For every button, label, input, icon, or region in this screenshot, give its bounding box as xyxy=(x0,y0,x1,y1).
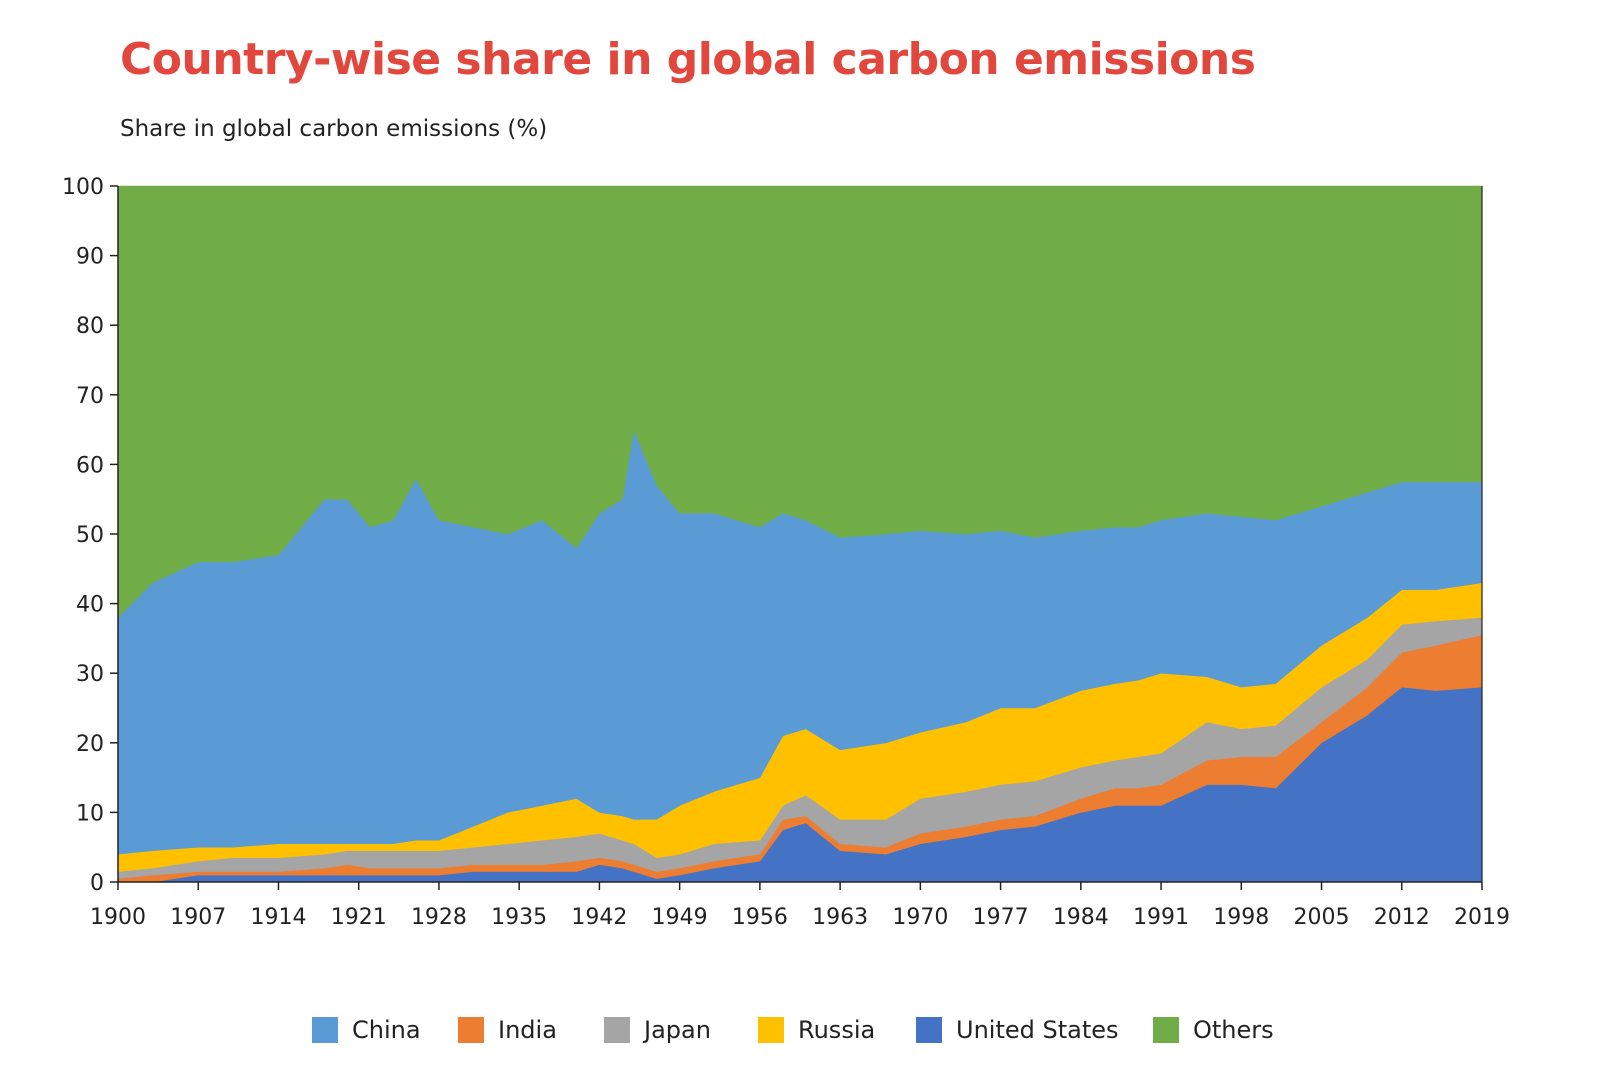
x-tick-label: 1914 xyxy=(250,905,306,930)
x-tick-label: 1956 xyxy=(732,905,788,930)
legend-label-india: India xyxy=(498,1016,557,1044)
x-tick-label: 1970 xyxy=(892,905,948,930)
x-tick-label: 1942 xyxy=(571,905,627,930)
y-tick-label: 10 xyxy=(76,801,104,826)
y-tick-label: 100 xyxy=(62,175,104,200)
y-tick-label: 70 xyxy=(76,384,104,409)
y-tick-label: 40 xyxy=(76,593,104,618)
legend-swatch-india xyxy=(458,1017,484,1043)
x-tick-label: 1900 xyxy=(90,905,146,930)
legend-swatch-china xyxy=(312,1017,338,1043)
legend-label-japan: Japan xyxy=(644,1016,711,1044)
legend-swatch-japan xyxy=(604,1017,630,1043)
x-tick-label: 2005 xyxy=(1294,905,1350,930)
x-tick-label: 2019 xyxy=(1454,905,1510,930)
legend-item-russia: Russia xyxy=(758,1008,875,1052)
legend-swatch-russia xyxy=(758,1017,784,1043)
legend-label-china: China xyxy=(352,1016,421,1044)
y-tick-label: 60 xyxy=(76,453,104,478)
legend-item-united-states: United States xyxy=(916,1008,1119,1052)
legend-swatch-united-states xyxy=(916,1017,942,1043)
legend-item-others: Others xyxy=(1153,1008,1274,1052)
y-tick-label: 20 xyxy=(76,732,104,757)
y-tick-label: 90 xyxy=(76,245,104,270)
y-tick-label: 50 xyxy=(76,523,104,548)
chart-subtitle: Share in global carbon emissions (%) xyxy=(120,116,548,142)
chart-title: Country-wise share in global carbon emis… xyxy=(120,34,1256,85)
x-tick-label: 1921 xyxy=(331,905,387,930)
x-tick-label: 1984 xyxy=(1053,905,1109,930)
legend-item-india: India xyxy=(458,1008,557,1052)
legend-label-others: Others xyxy=(1193,1016,1274,1044)
y-tick-label: 80 xyxy=(76,314,104,339)
legend-label-russia: Russia xyxy=(798,1016,876,1044)
axes: 0 10 20 30 40 50 60 70 80 90 100 1900 1907 1914 1921 19… xyxy=(62,175,1510,930)
x-tick-label: 1949 xyxy=(652,905,708,930)
x-tick-label: 2012 xyxy=(1374,905,1430,930)
legend: China India Japan Russia United States O… xyxy=(0,1008,1609,1052)
x-tick-label: 1935 xyxy=(491,905,547,930)
y-tick-label: 0 xyxy=(90,871,104,896)
legend-item-china: China xyxy=(312,1008,421,1052)
legend-swatch-others xyxy=(1153,1017,1179,1043)
y-tick-label: 30 xyxy=(76,662,104,687)
x-tick-label: 1907 xyxy=(170,905,226,930)
legend-item-japan: Japan xyxy=(604,1008,711,1052)
x-tick-label: 1977 xyxy=(973,905,1029,930)
x-tick-label: 1963 xyxy=(812,905,868,930)
legend-label-united-states: United States xyxy=(956,1016,1119,1044)
x-tick-label: 1928 xyxy=(411,905,467,930)
x-tick-label: 1991 xyxy=(1133,905,1189,930)
x-tick-label: 1998 xyxy=(1213,905,1269,930)
area-layers xyxy=(117,185,1483,883)
